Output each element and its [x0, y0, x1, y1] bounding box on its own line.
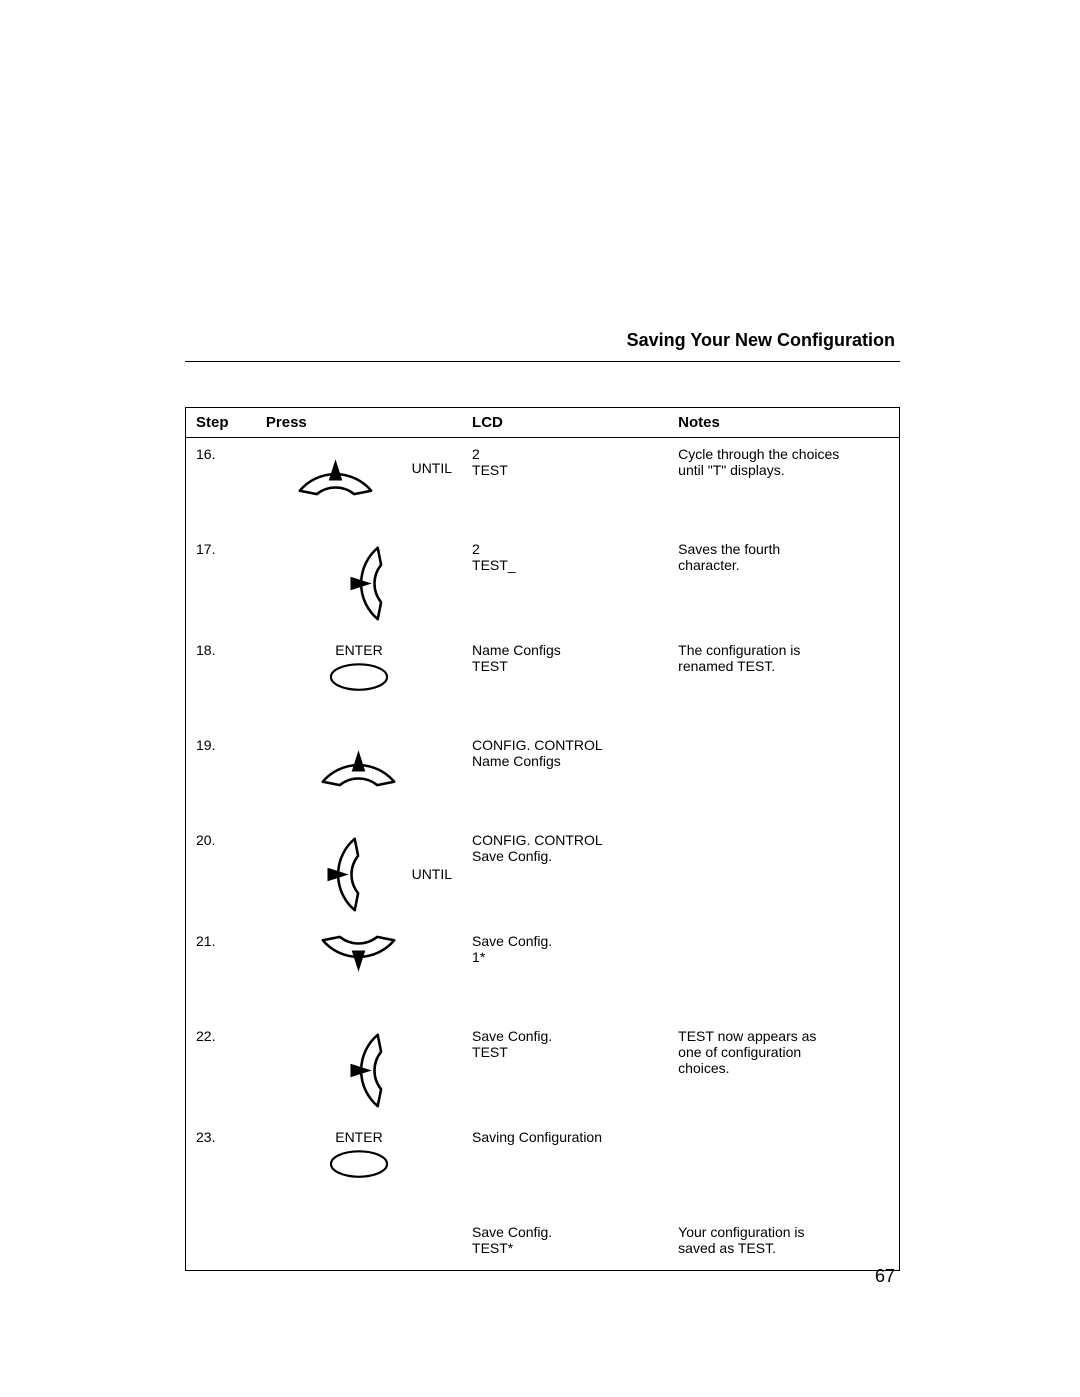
lcd-line2: TEST: [472, 658, 658, 674]
lcd-line2: TEST: [472, 1044, 658, 1060]
lcd-line1: 2: [472, 541, 658, 557]
up-arrow-icon: [316, 737, 401, 789]
lcd-cell: CONFIG. CONTROL Name Configs: [462, 729, 668, 824]
header-lcd: LCD: [462, 408, 668, 438]
notes-line2: character.: [678, 557, 889, 573]
press-cell: [256, 1020, 462, 1121]
press-cell: UNTIL: [256, 824, 462, 925]
press-cell: UNTIL: [256, 438, 462, 533]
notes-cell: [668, 1121, 899, 1216]
notes-line1: Your configuration is: [678, 1224, 889, 1240]
notes-line2: saved as TEST.: [678, 1240, 889, 1256]
press-label: UNTIL: [412, 866, 452, 882]
step-number: 22.: [186, 1020, 256, 1121]
notes-cell: [668, 925, 899, 1020]
lcd-cell: 2 TEST_: [462, 533, 668, 634]
notes-line2: renamed TEST.: [678, 658, 889, 674]
header-press: Press: [256, 408, 462, 438]
press-cell: [256, 925, 462, 1020]
lcd-line1: Save Config.: [472, 1028, 658, 1044]
lcd-line2: TEST_: [472, 557, 658, 573]
step-number: 19.: [186, 729, 256, 824]
lcd-cell: 2 TEST: [462, 438, 668, 533]
notes-line2: one of configuration: [678, 1044, 889, 1060]
press-label: UNTIL: [412, 460, 452, 476]
header-notes: Notes: [668, 408, 899, 438]
lcd-cell: Save Config. TEST: [462, 1020, 668, 1121]
header-step: Step: [186, 408, 256, 438]
table-row: 17. 2 TEST_ Saves the fourth character.: [186, 533, 900, 634]
table-row: 16. UNTIL 2 TEST Cycle through the choic…: [186, 438, 900, 533]
lcd-line1: Save Config.: [472, 933, 658, 949]
lcd-line2: Save Config.: [472, 848, 658, 864]
table-row: 20. UNTIL CONFIG. CONTROL Save Config.: [186, 824, 900, 925]
press-cell: [256, 1216, 462, 1271]
table-row: 23. ENTER Saving Configuration: [186, 1121, 900, 1216]
lcd-cell: Save Config. TEST*: [462, 1216, 668, 1271]
notes-line2: until "T" displays.: [678, 462, 889, 478]
steps-table: Step Press LCD Notes 16. UNTIL 2 TEST: [185, 407, 900, 1271]
step-number: 21.: [186, 925, 256, 1020]
table-row: 21. Save Config. 1*: [186, 925, 900, 1020]
lcd-cell: CONFIG. CONTROL Save Config.: [462, 824, 668, 925]
notes-line3: choices.: [678, 1060, 889, 1076]
table-row: 19. CONFIG. CONTROL Name Configs: [186, 729, 900, 824]
step-number: 23.: [186, 1121, 256, 1216]
lcd-line2: Name Configs: [472, 753, 658, 769]
notes-cell: [668, 729, 899, 824]
step-number: 16.: [186, 438, 256, 533]
notes-cell: The configuration is renamed TEST.: [668, 634, 899, 729]
page-number: 67: [875, 1266, 895, 1287]
notes-cell: Your configuration is saved as TEST.: [668, 1216, 899, 1271]
step-number: 17.: [186, 533, 256, 634]
table-header-row: Step Press LCD Notes: [186, 408, 900, 438]
press-label: ENTER: [335, 1129, 382, 1145]
lcd-line1: Save Config.: [472, 1224, 658, 1240]
press-cell: ENTER: [256, 1121, 462, 1216]
lcd-line1: Saving Configuration: [472, 1129, 658, 1145]
up-arrow-icon: [293, 446, 378, 498]
lcd-line1: 2: [472, 446, 658, 462]
notes-line1: Saves the fourth: [678, 541, 889, 557]
step-number: 20.: [186, 824, 256, 925]
press-cell: ENTER: [256, 634, 462, 729]
enter-icon: [324, 1147, 394, 1181]
table-row: 22. Save Config. TEST TEST now appears a…: [186, 1020, 900, 1121]
lcd-line1: CONFIG. CONTROL: [472, 737, 658, 753]
right-arrow-icon: [333, 541, 385, 626]
notes-cell: Saves the fourth character.: [668, 533, 899, 634]
notes-line1: Cycle through the choices: [678, 446, 889, 462]
page-content: Saving Your New Configuration Step Press…: [185, 330, 900, 1271]
notes-line1: The configuration is: [678, 642, 889, 658]
notes-cell: TEST now appears as one of configuration…: [668, 1020, 899, 1121]
lcd-line2: TEST*: [472, 1240, 658, 1256]
table-row: 18. ENTER Name Configs TEST The configur…: [186, 634, 900, 729]
lcd-line2: 1*: [472, 949, 658, 965]
lcd-cell: Saving Configuration: [462, 1121, 668, 1216]
press-cell: [256, 533, 462, 634]
press-label: ENTER: [335, 642, 382, 658]
notes-line1: TEST now appears as: [678, 1028, 889, 1044]
lcd-cell: Name Configs TEST: [462, 634, 668, 729]
lcd-cell: Save Config. 1*: [462, 925, 668, 1020]
right-arrow-icon: [310, 832, 362, 917]
enter-icon: [324, 660, 394, 694]
lcd-line1: Name Configs: [472, 642, 658, 658]
press-cell: [256, 729, 462, 824]
lcd-line1: CONFIG. CONTROL: [472, 832, 658, 848]
step-number: [186, 1216, 256, 1271]
step-number: 18.: [186, 634, 256, 729]
lcd-line2: TEST: [472, 462, 658, 478]
right-arrow-icon: [333, 1028, 385, 1113]
page-title: Saving Your New Configuration: [185, 330, 900, 362]
down-arrow-icon: [316, 933, 401, 985]
table-row: Save Config. TEST* Your configuration is…: [186, 1216, 900, 1271]
notes-cell: [668, 824, 899, 925]
notes-cell: Cycle through the choices until "T" disp…: [668, 438, 899, 533]
